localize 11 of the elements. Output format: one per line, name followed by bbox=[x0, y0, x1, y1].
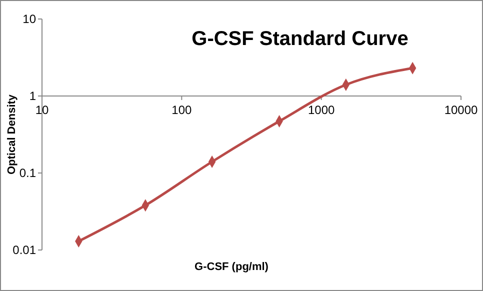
y-tick-label: 10 bbox=[22, 12, 36, 26]
y-tick-label: 1 bbox=[29, 89, 36, 104]
y-axis-title: Optical Density bbox=[6, 94, 18, 175]
y-tick-label: 0.1 bbox=[19, 166, 36, 180]
chart-title: G-CSF Standard Curve bbox=[192, 28, 408, 50]
y-tick-label: 0.01 bbox=[12, 243, 36, 258]
x-tick-label: 10 bbox=[35, 103, 49, 117]
x-tick-label: 1000 bbox=[308, 103, 336, 117]
x-tick-label: 100 bbox=[172, 103, 192, 117]
x-tick-label: 10000 bbox=[444, 103, 478, 117]
x-axis-title: G-CSF (pg/ml) bbox=[194, 261, 269, 273]
